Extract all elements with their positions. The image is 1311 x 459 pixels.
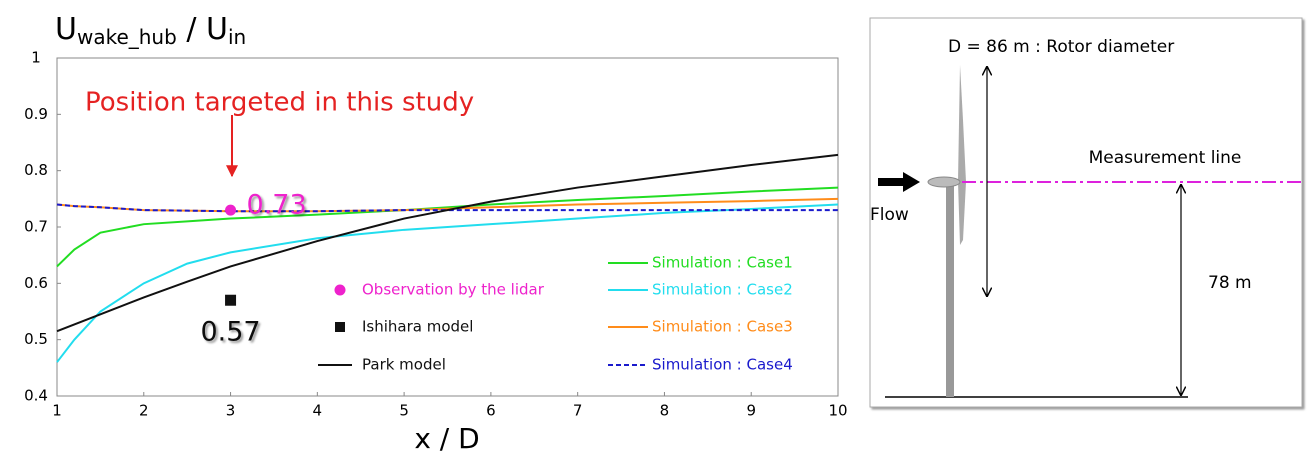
height-label: 78 m	[1208, 273, 1252, 293]
series-line	[56, 153, 839, 333]
legend-swatch	[335, 322, 345, 332]
diagram: D = 86 m : Rotor diameter Measurement li…	[869, 17, 1305, 408]
y-tick-label: 0.7	[24, 218, 48, 236]
y-tick-label: 0.8	[24, 161, 48, 179]
blades	[958, 65, 966, 245]
legend-label: Ishihara model	[362, 318, 473, 336]
point	[225, 294, 237, 306]
x-tick-label: 10	[828, 402, 847, 420]
x-tick-label: 8	[660, 402, 670, 420]
flow-label: Flow	[870, 205, 909, 225]
legend-label: Simulation : Case3	[652, 318, 793, 336]
tower	[946, 185, 954, 397]
rotor-label: D = 86 m : Rotor diameter	[948, 37, 1174, 57]
y-tick-label: 0.4	[24, 387, 48, 405]
x-tick-label: 6	[486, 402, 496, 420]
legend-label: Observation by the lidar	[362, 281, 545, 299]
x-tick-label: 4	[313, 402, 323, 420]
y-tick-label: 1	[31, 49, 41, 67]
x-tick-label: 5	[399, 402, 409, 420]
legend-label: Park model	[362, 356, 446, 374]
series-line	[56, 203, 838, 213]
x-tick-label: 9	[746, 402, 756, 420]
x-axis-label: x / D	[414, 422, 479, 455]
x-tick-label: 3	[226, 402, 236, 420]
y-tick-label: 0.6	[24, 274, 48, 292]
legend-label: Simulation : Case4	[652, 356, 793, 374]
measurement-label: Measurement line	[1089, 148, 1242, 168]
nacelle	[927, 176, 961, 188]
legend-label: Simulation : Case1	[652, 254, 793, 272]
series-line	[56, 186, 839, 268]
flow-arrow-head	[903, 172, 920, 192]
diagram-frame	[869, 17, 1303, 408]
series-line	[56, 203, 839, 363]
y-tick-label: 0.5	[24, 330, 48, 348]
legend-label: Simulation : Case2	[652, 281, 793, 299]
x-tick-label: 1	[52, 402, 62, 420]
x-tick-label: 2	[139, 402, 149, 420]
value-label: 0.73	[247, 190, 307, 221]
y-axis-label: Uwake_hub / Uin	[55, 12, 246, 49]
chart: Uwake_hub / Uin x / D Position targeted …	[24, 12, 847, 456]
x-tick-label: 7	[573, 402, 583, 420]
point	[225, 204, 237, 216]
y-tick-label: 0.9	[24, 105, 48, 123]
legend-swatch	[334, 284, 346, 296]
value-label: 0.57	[200, 317, 260, 348]
annotation: Position targeted in this study	[85, 88, 474, 118]
